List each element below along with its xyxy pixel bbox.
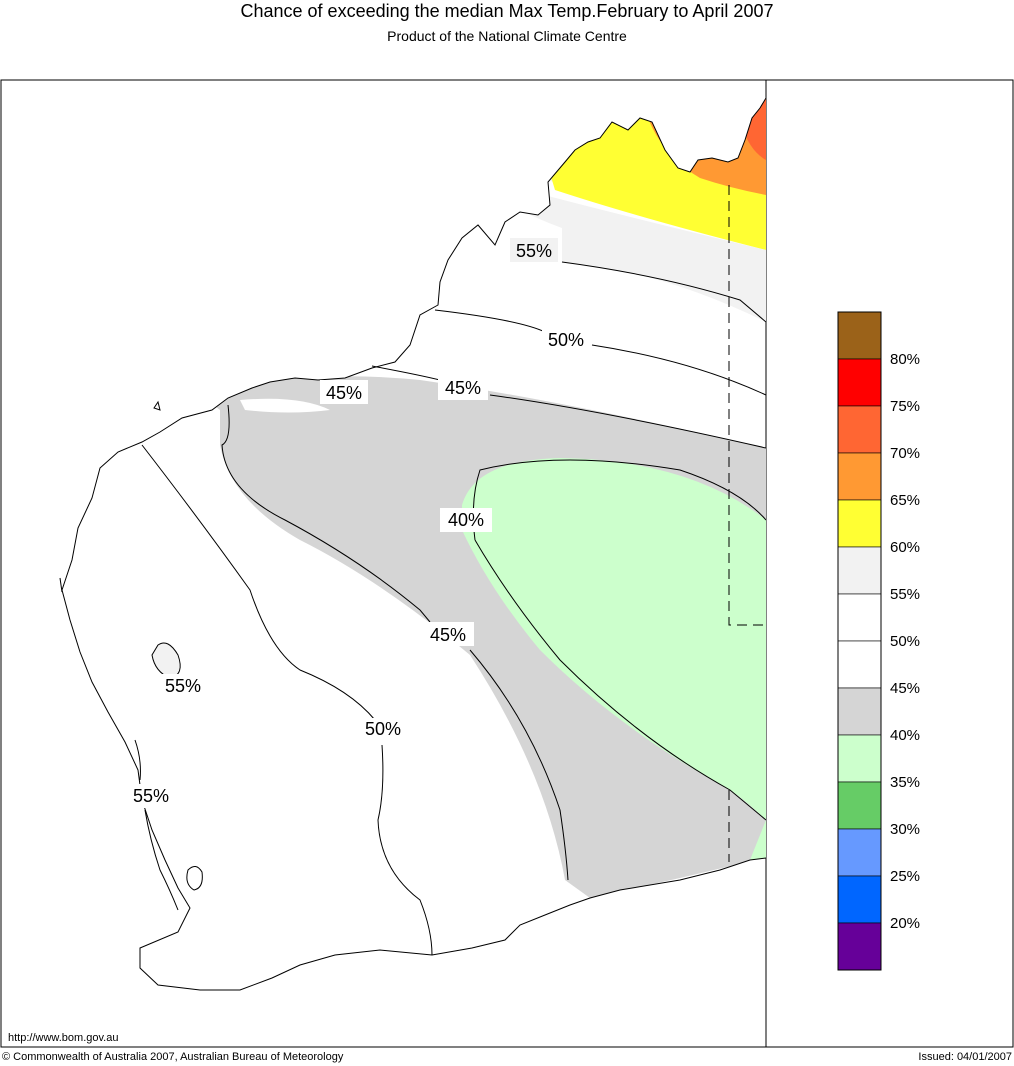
footer-url[interactable]: http://www.bom.gov.au — [8, 1032, 119, 1044]
legend-swatch — [837, 922, 882, 971]
legend-label: 20% — [890, 915, 920, 932]
contour-lines — [134, 261, 766, 956]
legend-label: 60% — [890, 539, 920, 556]
state-border — [728, 185, 766, 862]
legend-label: 35% — [890, 774, 920, 791]
legend-swatch — [837, 358, 882, 407]
contour-label-group: 55% 50% 45% 45% 40% 45% 55% 50% 55% — [126, 238, 590, 808]
zone-55-southwest — [151, 642, 181, 679]
contour-50-south — [141, 444, 433, 956]
zone-island-southwest — [186, 866, 203, 891]
map-title: Chance of exceeding the median Max Temp.… — [240, 1, 774, 21]
legend-label: 30% — [890, 821, 920, 838]
legend-swatch — [837, 875, 882, 924]
legend-swatch — [837, 405, 882, 454]
legend-label: 45% — [890, 680, 920, 697]
legend-swatch — [837, 311, 882, 360]
island-north — [153, 400, 161, 411]
zone-35-40 — [462, 458, 766, 820]
legend: 80% 75% 70% 65% 60% 55% 50% 45% 40% 35% 30% 25% 20% — [837, 311, 920, 971]
map-subtitle: Product of the National Climate Centre — [387, 28, 627, 44]
zone-55-north — [520, 196, 766, 322]
legend-swatch — [837, 452, 882, 501]
legend-label: 50% — [890, 633, 920, 650]
contour-label: 45% — [326, 383, 362, 403]
contour-55-north — [561, 261, 766, 323]
contour-45-south — [221, 404, 569, 881]
island-shark-bay — [59, 577, 63, 593]
contour-55-south — [144, 809, 179, 911]
contour-label-bg — [126, 784, 176, 808]
contour-label-bg — [320, 380, 368, 404]
legend-label: 40% — [890, 727, 920, 744]
legend-swatch — [837, 499, 882, 548]
probability-zones — [151, 98, 766, 990]
legend-label: 65% — [890, 492, 920, 509]
contour-label-bg — [422, 622, 474, 646]
zone-35-40-edge — [750, 820, 766, 860]
contour-label: 45% — [430, 625, 466, 645]
contour-label: 50% — [548, 330, 584, 350]
contour-label-bg — [510, 238, 558, 262]
contour-label: 40% — [448, 510, 484, 530]
contour-label-bg — [358, 718, 408, 742]
footer-issued-date: Issued: 04/01/2007 — [918, 1051, 1012, 1063]
contour-50-north — [434, 309, 766, 396]
contour-label: 45% — [445, 378, 481, 398]
contour-label: 55% — [516, 241, 552, 261]
contour-label: 55% — [165, 676, 201, 696]
zone-45-50-pocket — [240, 398, 330, 413]
legend-swatch — [837, 593, 882, 642]
contour-label-bg — [438, 376, 488, 400]
contour-label: 55% — [133, 786, 169, 806]
legend-swatch — [837, 546, 882, 595]
legend-swatch — [837, 687, 882, 736]
legend-swatch — [837, 640, 882, 689]
contour-label-bg — [542, 328, 590, 352]
coastline — [61, 97, 766, 991]
legend-swatch — [837, 734, 882, 783]
contour-label-bg — [440, 508, 492, 532]
contour-label-bg — [158, 674, 208, 698]
legend-label: 55% — [890, 586, 920, 603]
legend-label: 25% — [890, 868, 920, 885]
contour-45-north — [371, 365, 766, 449]
contour-label: 50% — [365, 719, 401, 739]
legend-frame — [837, 311, 882, 971]
legend-label: 80% — [890, 351, 920, 368]
legend-label: 75% — [890, 398, 920, 415]
legend-swatch — [837, 781, 882, 830]
legend-label: 70% — [890, 445, 920, 462]
legend-swatch — [837, 828, 882, 877]
footer-copyright: © Commonwealth of Australia 2007, Austra… — [2, 1051, 344, 1063]
contour-55-southwest — [134, 739, 141, 781]
